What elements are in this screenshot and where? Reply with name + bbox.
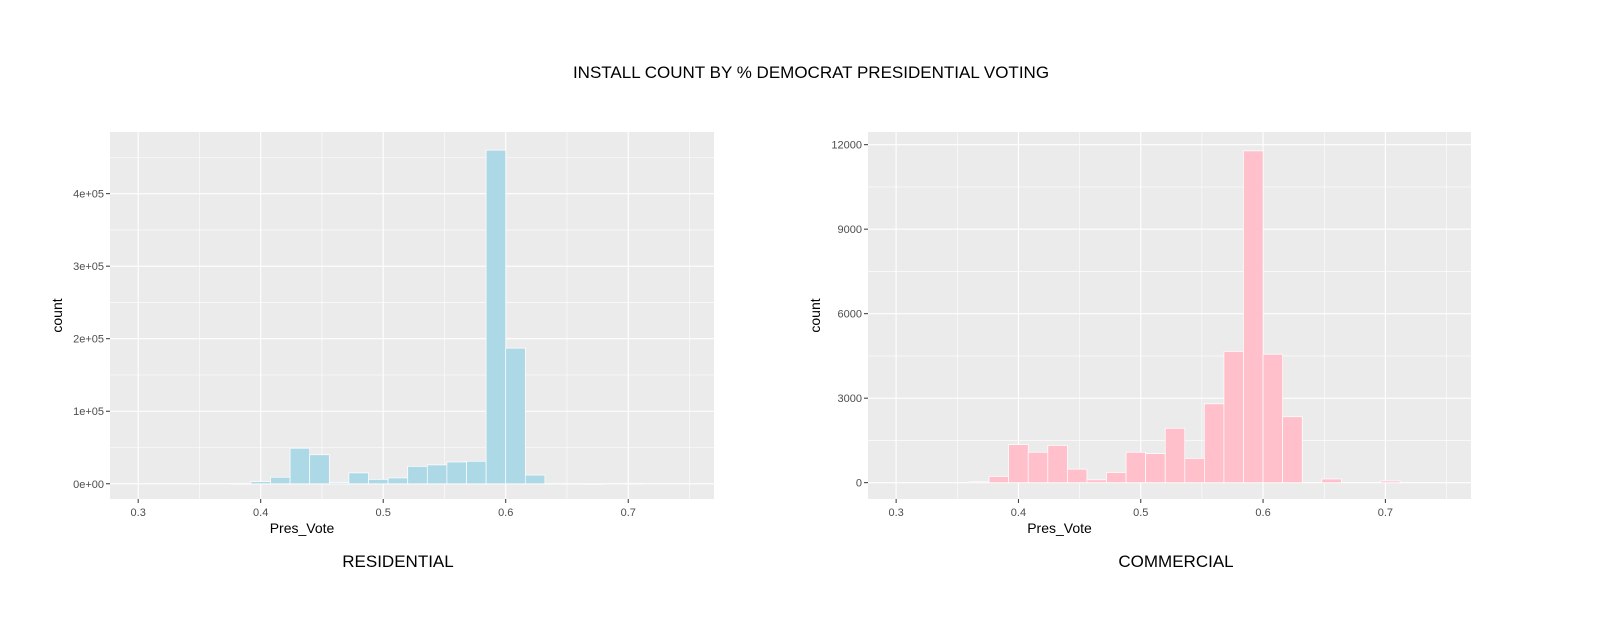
commercial-x-tick-label: 0.3 [888,507,903,519]
residential-y-tick-label: 2e+05 [73,334,104,346]
residential-x-tick-label: 0.7 [621,507,636,519]
residential-x-tick-label: 0.5 [376,507,391,519]
residential-histogram-bar [309,454,330,485]
commercial-histogram-bar [1321,478,1342,484]
commercial-y-tick-label: 6000 [838,309,862,321]
commercial-histogram-bar [1223,351,1244,484]
commercial-histogram-bar [988,476,1010,484]
commercial-histogram-bar [1204,403,1225,484]
chart-main-title: INSTALL COUNT BY % DEMOCRAT PRESIDENTIAL… [572,63,1050,82]
residential-histogram-bar [505,347,526,485]
residential-histogram-bar [348,472,369,485]
commercial-histogram-bar [1008,444,1029,484]
commercial-y-tick-label: 0 [856,478,862,490]
residential-y-tick-label: 1e+05 [73,406,104,418]
residential-caption: RESIDENTIAL [342,552,454,571]
residential-x-axis-title: Pres_Vote [270,520,335,536]
residential-histogram-bar [524,474,546,485]
commercial-histogram-bar [1262,353,1283,484]
residential-histogram: 0.3 0.4 0.5 0.6 0.7 0e+00 1e+05 2e+05 3e+05 4e+05… [49,132,714,536]
residential-x-tick-label: 0.3 [131,507,146,519]
commercial-histogram-bar [1106,472,1127,484]
commercial-histogram-bar [1125,451,1146,484]
commercial-caption: COMMERCIAL [1118,552,1234,571]
residential-y-tick-label: 3e+05 [73,261,104,273]
commercial-histogram-bar [1164,427,1186,484]
commercial-x-axis-title: Pres_Vote [1027,520,1092,536]
residential-x-tick-label: 0.4 [253,507,268,519]
residential-y-tick-label: 4e+05 [73,189,104,201]
commercial-y-axis-title: count [807,298,823,332]
residential-y-tick-label: 0e+00 [73,479,104,491]
commercial-histogram-bar [1243,150,1264,484]
residential-y-axis-title: count [49,298,65,332]
commercial-x-tick-label: 0.5 [1133,507,1148,519]
residential-x-tick-label: 0.6 [498,507,513,519]
commercial-histogram-bar [1145,453,1166,484]
residential-histogram-bar [583,483,605,485]
commercial-x-tick-label: 0.4 [1011,507,1026,519]
commercial-histogram-bar [1380,480,1401,484]
commercial-y-tick-label: 9000 [838,224,862,236]
commercial-x-tick-label: 0.7 [1378,507,1393,519]
commercial-histogram-bar [1086,479,1107,484]
commercial-y-tick-label: 12000 [831,140,862,152]
commercial-x-tick-label: 0.6 [1255,507,1270,519]
commercial-histogram-bar [1184,458,1205,484]
residential-histogram-bar [622,482,644,485]
commercial-histogram-bar [969,481,990,484]
residential-histogram-bar [485,149,507,485]
commercial-histogram-bar [1282,416,1303,484]
commercial-histogram-bar [1047,445,1068,484]
commercial-histogram-bar [1027,451,1049,484]
commercial-histogram-bar [1067,468,1088,484]
commercial-y-tick-label: 3000 [838,393,862,405]
